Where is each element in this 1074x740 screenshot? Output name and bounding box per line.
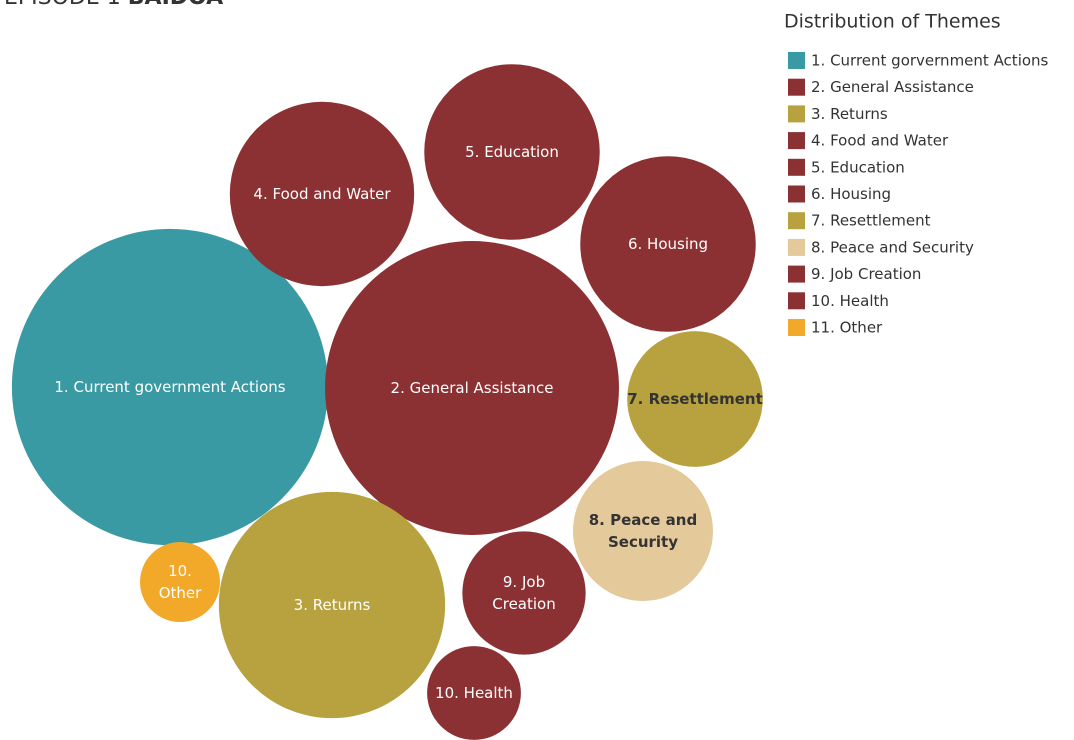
- bubble: [218, 491, 446, 719]
- bubble-label-line: Security: [608, 533, 678, 551]
- legend-title: Distribution of Themes: [784, 11, 1001, 33]
- legend-swatch: [788, 238, 805, 256]
- title-prefix: EPISODE 1: [4, 0, 121, 10]
- bubble: [462, 531, 586, 655]
- legend-label: 8. Peace and Security: [811, 238, 974, 256]
- legend-label: 5. Education: [811, 158, 905, 176]
- bubble-label-line: 9. Job: [503, 573, 545, 591]
- legend-swatch: [788, 265, 805, 283]
- bubble-label: 10. Health: [435, 684, 513, 702]
- bubble: [229, 101, 415, 287]
- bubble: [11, 228, 329, 546]
- bubble-label: 6. Housing: [628, 235, 708, 253]
- bubble-label-line: 3. Returns: [294, 596, 371, 614]
- bubble: [325, 241, 619, 535]
- bubble-label: 1. Current government Actions: [54, 378, 285, 396]
- legend-swatch: [788, 132, 805, 150]
- bubble-label-line: 1. Current government Actions: [54, 378, 285, 396]
- bubble-label-line: 10.: [168, 562, 192, 580]
- chart-title: EPISODE 1 BAIDOA: [4, 0, 223, 10]
- bubble: [627, 331, 763, 467]
- bubble: [140, 542, 220, 622]
- bubble-label-line: 2. General Assistance: [391, 379, 554, 397]
- legend-label: 4. Food and Water: [811, 132, 949, 150]
- bubble-label-line: 4. Food and Water: [253, 185, 391, 203]
- legend-swatch: [788, 78, 805, 96]
- bubble-label: 5. Education: [465, 143, 559, 161]
- legend-label: 2. General Assistance: [811, 78, 974, 96]
- bubble-label: 7. Resettlement: [627, 390, 763, 408]
- legend-swatch: [788, 212, 805, 230]
- bubble-label: 10. Other: [159, 562, 202, 602]
- bubble-label: 3. Returns: [294, 596, 371, 614]
- legend-swatch: [788, 292, 805, 310]
- bubble-label-line: 7. Resettlement: [627, 390, 763, 408]
- bubble-label: 2. General Assistance: [391, 379, 554, 397]
- legend-swatch: [788, 52, 805, 69]
- legend-swatch: [788, 185, 805, 203]
- bubble-label-line: Creation: [492, 595, 555, 613]
- bubble-label-line: 6. Housing: [628, 235, 708, 253]
- legend-label: 9. Job Creation: [811, 265, 921, 283]
- bubble: [427, 646, 521, 740]
- legend-swatch: [788, 158, 805, 176]
- bubble-label-line: 10. Health: [435, 684, 513, 702]
- bubble-label: 4. Food and Water: [253, 185, 391, 203]
- legend-label: 1. Current gorvernment Actions: [811, 52, 1049, 70]
- bubble: [573, 461, 713, 601]
- legend-label: 7. Resettlement: [811, 212, 931, 230]
- legend-label: 3. Returns: [811, 105, 888, 123]
- legend-label: 10. Health: [811, 292, 889, 310]
- bubble-label-line: 8. Peace and: [589, 511, 697, 529]
- bubble-label: 8. Peace and Security: [589, 511, 697, 551]
- legend-label: 6. Housing: [811, 185, 891, 203]
- bubble: [580, 156, 756, 332]
- bubble-label: 9. Job Creation: [492, 573, 555, 613]
- bubble-label-line: 5. Education: [465, 143, 559, 161]
- bubble-label-line: Other: [159, 584, 202, 602]
- title-bold: BAIDOA: [128, 0, 223, 10]
- bubble: [424, 64, 600, 240]
- legend-swatch: [788, 319, 805, 336]
- legend-label: 11. Other: [811, 319, 883, 337]
- legend-swatch: [788, 105, 805, 123]
